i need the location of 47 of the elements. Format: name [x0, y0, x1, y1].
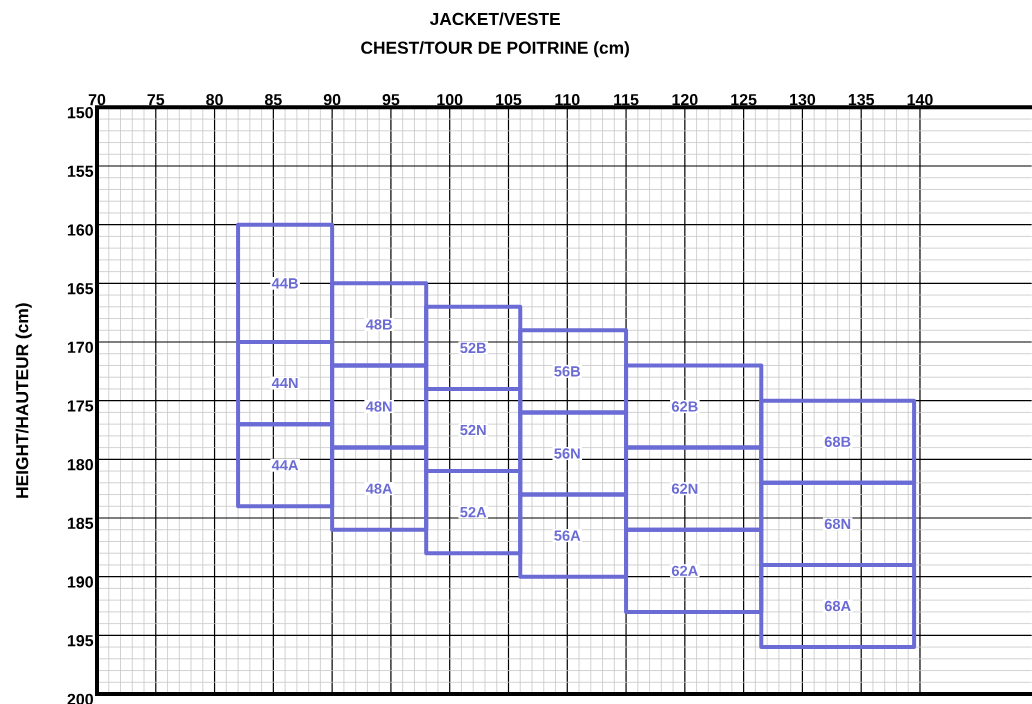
annotation: 48B: [365, 319, 392, 330]
x-tick-label: 100: [437, 93, 463, 106]
annotation: 56B: [554, 366, 581, 377]
annotation: 44A: [271, 460, 299, 471]
x-tick-label: 125: [731, 93, 757, 106]
y-tick-label: 185: [67, 517, 94, 529]
y-tick-label: 190: [67, 576, 93, 588]
annotation: 62A: [671, 565, 698, 576]
x-tick-label: 120: [672, 93, 698, 106]
x-tick-label: 130: [790, 93, 816, 106]
y-tick-label: 175: [67, 400, 94, 412]
y-tick-label: 160: [67, 224, 93, 236]
annotation: 56A: [554, 530, 581, 541]
x-tick-label: 85: [264, 93, 282, 106]
x-tick-label: 135: [848, 93, 875, 106]
y-tick-label: 200: [67, 693, 93, 704]
annotation: 44B: [271, 278, 298, 289]
x-tick-label: 95: [382, 93, 400, 106]
x-tick-label: 70: [88, 93, 106, 106]
y-axis-title: HEIGHT/HAUTEUR (cm): [15, 303, 32, 498]
y-tick-label: 165: [67, 283, 94, 295]
y-tick-label: 195: [67, 635, 94, 647]
annotation: 68B: [824, 436, 851, 447]
x-tick-label: 90: [323, 93, 341, 106]
x-tick-label: 140: [907, 93, 933, 106]
x-tick-label: 110: [555, 93, 580, 106]
annotation: 56N: [554, 448, 580, 459]
annotation: 48A: [365, 483, 393, 494]
x-tick-label: 115: [614, 94, 639, 106]
annotation: 68A: [824, 600, 851, 612]
y-tick-label: 150: [67, 107, 93, 119]
x-tick-label: 80: [206, 93, 223, 106]
annotation: 62B: [671, 401, 698, 412]
y-tick-label: 155: [67, 165, 94, 177]
annotation: 48N: [365, 401, 392, 412]
y-tick-label: 180: [67, 459, 93, 471]
y-tick-label: 170: [67, 341, 93, 353]
x-axis-title: CHEST/TOUR DE POITRINE (cm): [361, 41, 629, 58]
x-tick-label: 75: [147, 94, 165, 106]
x-tick-label: 105: [496, 93, 522, 106]
annotation: 52N: [460, 424, 486, 436]
annotation: 68N: [824, 518, 851, 530]
annotation: 44N: [271, 378, 298, 389]
annotation: 52A: [460, 506, 487, 518]
chart-title: JACKET/VESTE: [429, 12, 560, 26]
annotation: 52B: [460, 342, 486, 354]
annotation: 62N: [671, 483, 698, 494]
